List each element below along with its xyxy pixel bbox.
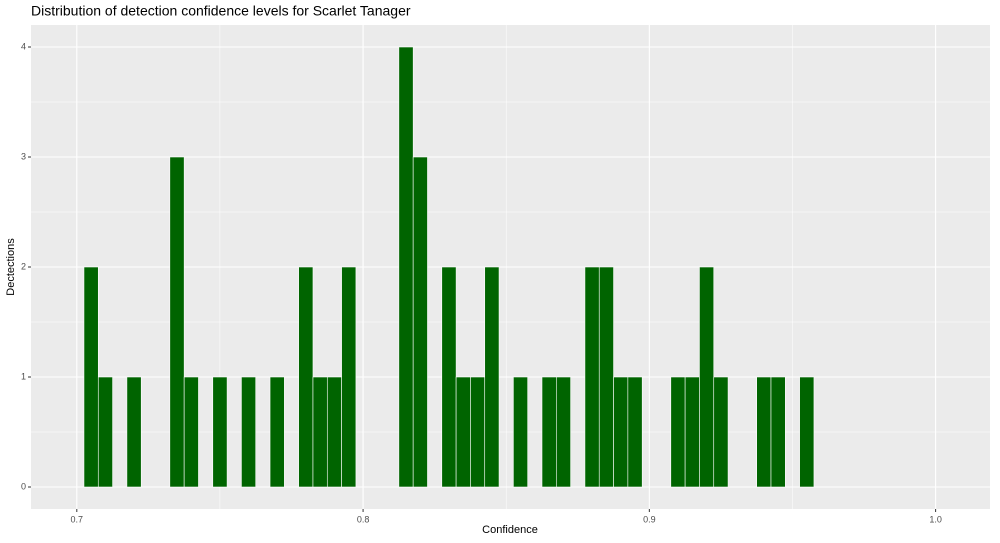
y-tick-label: 0 (21, 481, 26, 491)
x-tick-label: 1.0 (929, 514, 942, 524)
bar (598, 266, 614, 488)
bar (541, 376, 557, 488)
bar (699, 266, 715, 488)
bar (398, 46, 414, 488)
bar (241, 376, 257, 488)
bar (126, 376, 142, 488)
bar (613, 376, 629, 488)
bar (470, 376, 486, 488)
bar (670, 376, 686, 488)
y-tick-label: 3 (21, 151, 26, 161)
y-tick-label: 4 (21, 41, 26, 51)
bar (627, 376, 643, 488)
bar (269, 376, 285, 488)
x-tick-label: 0.7 (71, 514, 84, 524)
bar (412, 156, 428, 488)
bar (455, 376, 471, 488)
bar (326, 376, 342, 488)
bar (770, 376, 786, 488)
y-axis-label: Dectections (5, 238, 17, 296)
bar (513, 376, 528, 488)
y-tick-label: 1 (21, 371, 26, 381)
bar (799, 376, 815, 488)
y-tick-label: 2 (21, 261, 26, 271)
bar (169, 156, 185, 488)
chart-title: Distribution of detection confidence lev… (31, 3, 411, 19)
bar (484, 266, 500, 488)
x-tick-label: 0.8 (357, 514, 370, 524)
bar (97, 376, 113, 488)
bar (684, 376, 700, 488)
bar (341, 266, 357, 488)
bar (298, 266, 314, 488)
bar (441, 266, 457, 488)
bar (312, 376, 328, 488)
bar (556, 376, 571, 488)
bar (83, 266, 99, 488)
bar (756, 376, 772, 488)
bar (713, 376, 729, 488)
bar (212, 376, 228, 488)
bar (584, 266, 600, 488)
x-tick-label: 0.9 (643, 514, 656, 524)
x-axis-label: Confidence (482, 524, 538, 536)
bar (183, 376, 199, 488)
